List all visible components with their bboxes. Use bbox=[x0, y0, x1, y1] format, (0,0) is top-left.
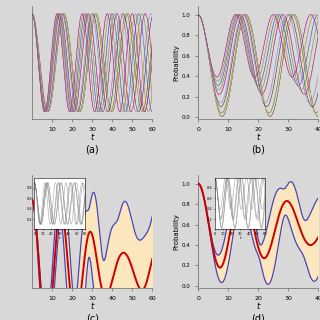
Y-axis label: Probability: Probability bbox=[173, 44, 179, 81]
Text: (d): (d) bbox=[251, 314, 265, 320]
Y-axis label: Probability: Probability bbox=[173, 213, 179, 250]
X-axis label: t: t bbox=[91, 302, 94, 311]
X-axis label: t: t bbox=[257, 302, 260, 311]
X-axis label: t: t bbox=[257, 133, 260, 142]
Text: (b): (b) bbox=[251, 145, 265, 155]
Text: (a): (a) bbox=[85, 145, 99, 155]
X-axis label: t: t bbox=[91, 133, 94, 142]
Text: (c): (c) bbox=[86, 314, 99, 320]
